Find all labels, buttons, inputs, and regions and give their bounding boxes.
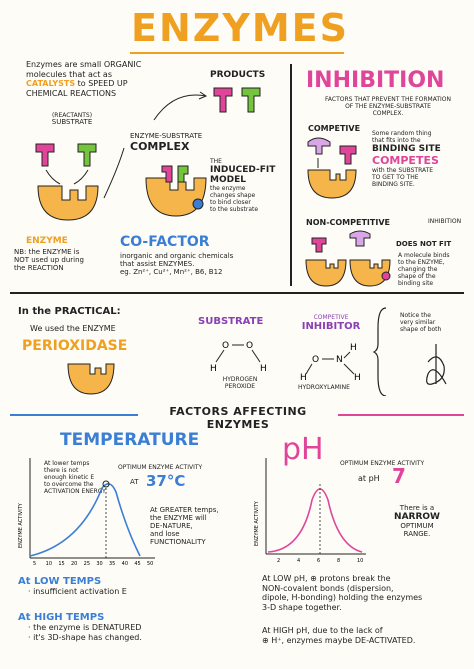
greater-temp-note: At GREATER temps, the ENZYME will DE-NAT… — [150, 506, 219, 546]
hydrogen-peroxide-structure: O O H H — [210, 341, 267, 374]
peroxide-h-1: H — [210, 364, 217, 374]
temperature-title: TEMPERATURE — [60, 430, 200, 450]
hydroxylamine-h-left: H — [300, 373, 307, 380]
catalysts-word: CATALYSTS — [26, 79, 76, 88]
high-ph-block: At HIGH pH, due to the lack of ⊕ H⁺, enz… — [262, 626, 416, 645]
substrate-label: (REACTANTS) SUBSTRATE — [51, 112, 93, 126]
ph-optimum-label: OPTIMUM ENZYME ACTIVITY — [340, 460, 425, 467]
temp-curve — [29, 483, 141, 557]
temperature-graph: ENZYME ACTIVITY 5 10 15 20 25 30 35 40 45 50 — [18, 458, 155, 567]
perioxidase-label: PERIOXIDASE — [22, 338, 128, 354]
bracket-shape — [372, 307, 387, 396]
cofactor-title: CO-FACTOR — [120, 234, 210, 250]
competitive-diagram — [307, 137, 357, 199]
perioxidase-enzyme-shape — [67, 363, 115, 395]
high-temps-block: At HIGH TEMPS · the enzyme is DENATURED … — [18, 612, 142, 642]
ph-optimum-at: at pH — [358, 474, 380, 483]
ph-curve — [267, 488, 363, 553]
xtick-label: 4 — [297, 558, 300, 564]
similar-shape-note: Notice the very similar shape of both — [400, 312, 442, 333]
ph-ylabel: ENZYME ACTIVITY — [254, 500, 260, 546]
low-temps-block: At LOW TEMPS · insufficient activation E — [18, 576, 127, 596]
ph-xticks: 2 4 6 8 10 — [277, 558, 363, 564]
xtick-label: 5 — [33, 561, 36, 567]
hydroxylamine-structure: H O N H H — [300, 343, 361, 380]
nb-note: NB: the ENZYME is NOT used up during the… — [14, 248, 84, 272]
temp-xticks: 5 10 15 20 25 30 35 40 45 50 — [33, 561, 153, 567]
factors-line-right — [338, 414, 464, 416]
practical-heading: In the PRACTICAL: — [18, 306, 121, 317]
complex-diagram — [145, 165, 207, 217]
competitive-desc: Some random thing that fits into the BIN… — [372, 130, 441, 188]
intro-text: Enzymes are small ORGANIC molecules that… — [26, 60, 142, 98]
inhibition-title: INHIBITION — [306, 68, 445, 93]
practical-line1: We used the ENZYME — [30, 324, 116, 333]
ph-optimum-value: 7 — [392, 464, 406, 488]
green-substrate-shape — [77, 143, 97, 167]
hydroxylamine-n: N — [336, 355, 343, 365]
temp-ylabel: ENZYME ACTIVITY — [18, 502, 24, 548]
signature-scribble — [426, 344, 447, 385]
factors-line-left — [10, 414, 138, 416]
temp-peak-marker — [102, 480, 110, 488]
noncompetitive-diagram — [305, 230, 391, 287]
horizontal-divider — [10, 292, 464, 294]
xtick-label: 40 — [122, 561, 128, 567]
xtick-label: 10 — [357, 558, 363, 564]
ph-title: pH — [282, 432, 324, 467]
temp-optimum-label: OPTIMUM ENZYME ACTIVITY — [118, 464, 203, 471]
xtick-label: 30 — [96, 561, 102, 567]
enzyme-label: ENZYME — [26, 236, 68, 246]
xtick-label: 15 — [58, 561, 64, 567]
inhibitor-tag: INHIBITION — [428, 218, 462, 225]
temp-optimum-value: 37°C — [146, 472, 186, 490]
complex-label: ENZYME-SUBSTRATE COMPLEX — [130, 132, 203, 153]
pink-substrate-shape — [35, 143, 55, 167]
hydroxylamine-h-top: H — [350, 343, 357, 353]
xtick-label: 35 — [109, 561, 115, 567]
enzyme-substrate-diagram — [35, 143, 125, 221]
xtick-label: 20 — [71, 561, 77, 567]
vertical-divider — [290, 64, 292, 286]
ph-graph: ENZYME ACTIVITY 2 4 6 8 10 — [254, 458, 366, 564]
hydroxylamine-o: O — [312, 355, 319, 365]
noncompetitive-desc: A molecule binds to the ENZYME, changing… — [398, 252, 450, 287]
low-ph-block: At LOW pH, ⊕ protons break the NON-coval… — [262, 574, 423, 612]
hydroxylamine-label: HYDROXYLAMINE — [298, 384, 350, 391]
substrate-heading: SUBSTRATE — [198, 316, 264, 327]
does-not-fit: DOES NOT FIT — [396, 240, 452, 248]
xtick-label: 2 — [277, 558, 280, 564]
xtick-label: 45 — [134, 561, 140, 567]
xtick-label: 10 — [46, 561, 52, 567]
enzyme-shape — [37, 185, 99, 221]
xtick-label: 50 — [147, 561, 153, 567]
complex-arrow — [153, 91, 208, 121]
hydroxylamine-h-right: H — [354, 373, 361, 380]
cofactor-desc: inorganic and organic chemicals that ass… — [120, 252, 234, 276]
noncompetitive-label: NON-COMPETITIVE — [306, 218, 390, 227]
xtick-label: 25 — [84, 561, 90, 567]
page-title: ENZYMES — [131, 6, 349, 50]
xtick-label: 8 — [337, 558, 340, 564]
competitive-inhibitor-heading: COMPETIVE INHIBITOR — [301, 314, 361, 332]
competitive-label: COMPETIVE — [308, 124, 361, 133]
hydrogen-peroxide-label: HYDROGEN PEROXIDE — [222, 376, 258, 390]
induced-fit-model: THE INDUCED-FIT MODEL the enzyme changes… — [210, 158, 276, 213]
temp-optimum-at: AT — [130, 478, 139, 486]
xtick-label: 6 — [317, 558, 320, 564]
peroxide-o-1: O — [222, 341, 229, 351]
peroxide-h-2: H — [260, 364, 267, 374]
low-temp-note: At lower temps there is not enough kinet… — [44, 460, 106, 495]
title-underline — [130, 52, 344, 54]
peroxide-o-2: O — [246, 341, 253, 351]
products-label: PRODUCTS — [210, 70, 266, 80]
factors-heading: FACTORS AFFECTING ENZYMES — [169, 405, 307, 431]
narrow-range-note: There is a NARROW OPTIMUM RANGE. — [394, 504, 440, 538]
inhibition-subtitle: FACTORS THAT PREVENT THE FORMATION OF TH… — [325, 96, 451, 117]
products-diagram — [213, 87, 261, 113]
